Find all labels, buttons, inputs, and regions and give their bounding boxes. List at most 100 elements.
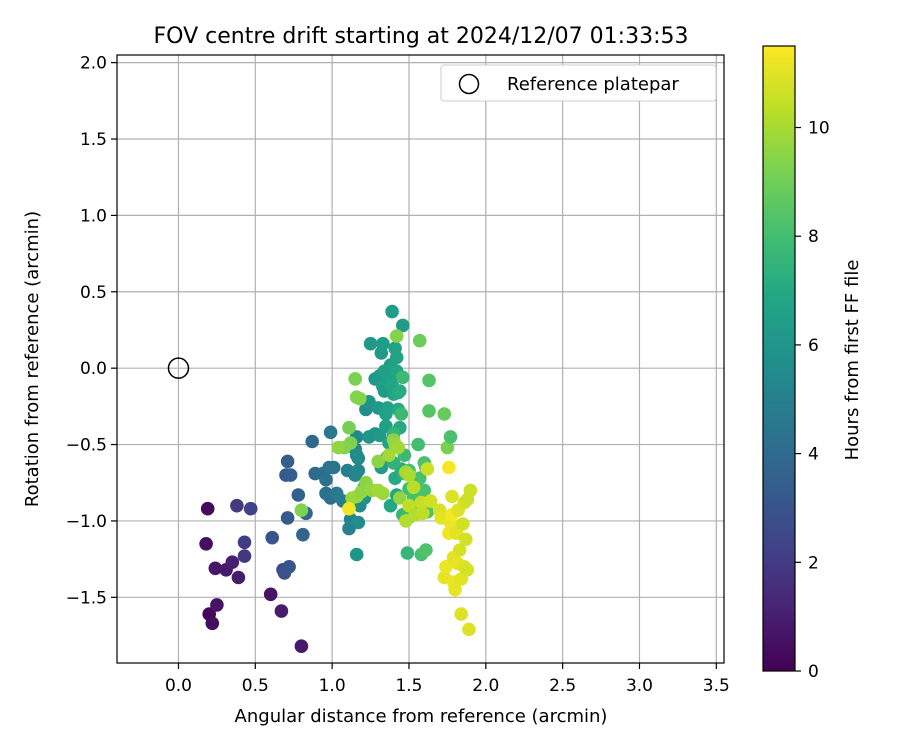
x-tick-label: 0.5 — [242, 676, 269, 696]
scatter-point — [448, 582, 462, 597]
scatter-point — [237, 549, 252, 563]
scatter-point — [231, 570, 246, 585]
scatter-point — [417, 483, 432, 498]
x-tick-label: 1.0 — [319, 676, 346, 696]
scatter-point — [454, 607, 469, 621]
plot-frame — [116, 54, 725, 664]
legend-reference-label: Reference platepar — [507, 74, 679, 95]
scatter-point — [383, 498, 398, 513]
scatter-point — [437, 407, 452, 421]
legend-reference-marker — [458, 73, 480, 95]
x-tick-label: 3.5 — [703, 676, 730, 696]
scatter-point — [420, 462, 435, 476]
scatter-point — [462, 622, 476, 637]
scatter-point — [353, 391, 367, 406]
reference-platepar-marker — [167, 357, 190, 379]
colorbar-tick-label: 6 — [808, 336, 819, 356]
scatter-point — [439, 560, 453, 574]
scatter-point — [376, 336, 390, 351]
scatter-point — [423, 494, 438, 508]
scatter-point — [208, 561, 223, 576]
y-axis-label: Rotation from reference (arcmin) — [22, 211, 43, 507]
scatter-point — [351, 451, 366, 466]
scatter-point — [230, 498, 244, 513]
scatter-point — [291, 488, 306, 502]
scatter-point — [445, 489, 459, 504]
x-axis-ticks: 0.0 0.5 1.0 1.5 2.0 2.5 3.0 3.5 — [165, 663, 730, 696]
x-tick-label: 1.5 — [395, 676, 422, 696]
y-tick-label: 1.0 — [80, 206, 107, 226]
x-tick-label: 3.0 — [626, 676, 653, 696]
scatter-point — [210, 598, 224, 612]
scatter-point — [396, 318, 410, 333]
scatter-point — [348, 372, 363, 386]
legend-box — [440, 64, 717, 102]
scatter-point — [200, 501, 215, 516]
scatter-point — [376, 486, 390, 501]
y-axis-ticks: 2.0 1.5 1.0 0.5 0.0 −0.5 −1.0 −1.5 — [66, 54, 117, 608]
scatter-point — [456, 517, 470, 531]
colorbar: 0 2 4 6 8 10 Hours from first FF file — [762, 45, 863, 682]
scatter-point — [422, 404, 436, 418]
scatter-point — [463, 483, 478, 498]
colorbar-ticks: 0 2 4 6 8 10 — [795, 119, 830, 682]
scatter-point — [263, 587, 278, 602]
scatter-point — [406, 480, 421, 495]
scatter-point — [265, 530, 280, 545]
colorbar-tick-label: 4 — [808, 445, 819, 465]
y-tick-label: −1.0 — [66, 512, 107, 532]
colorbar-tick-label: 8 — [808, 227, 819, 247]
scatter-point — [305, 434, 320, 449]
scatter-point — [351, 463, 366, 478]
colorbar-label: Hours from first FF file — [842, 260, 863, 461]
colorbar-tick-label: 0 — [808, 662, 819, 682]
scatter-point — [283, 468, 298, 482]
y-tick-label: 0.5 — [80, 283, 107, 303]
scatter-point — [391, 440, 406, 455]
colorbar-tick-label: 2 — [808, 553, 819, 573]
x-tick-label: 2.0 — [472, 676, 499, 696]
y-tick-label: −1.5 — [66, 588, 107, 608]
scatter-point — [363, 336, 378, 351]
scatter-point — [294, 503, 309, 517]
scatter-point — [419, 543, 433, 557]
scatter-point — [274, 604, 289, 618]
scatter-point — [199, 537, 213, 551]
scatter-point — [459, 532, 473, 547]
scatter-point — [385, 304, 399, 319]
scatter-point — [382, 448, 396, 463]
chart-title: FOV centre drift starting at 2024/12/07 … — [154, 24, 689, 49]
scatter-point — [411, 437, 426, 452]
scatter-point — [440, 440, 455, 455]
colorbar-gradient — [762, 45, 796, 672]
scatter-point — [351, 515, 366, 530]
scatter-point — [412, 333, 427, 348]
scatter-point — [237, 535, 252, 550]
scatter-points — [199, 304, 478, 653]
scatter-point — [280, 511, 295, 525]
scatter-point — [396, 370, 410, 385]
scatter-point — [393, 491, 407, 505]
y-tick-label: 2.0 — [80, 54, 107, 74]
scatter-point — [460, 563, 475, 577]
scatter-point — [342, 501, 356, 516]
scatter-point — [443, 430, 458, 444]
scatter-point — [380, 401, 395, 415]
x-axis-label: Angular distance from reference (arcmin) — [235, 706, 608, 727]
scatter-point — [394, 407, 409, 421]
scatter-point — [326, 460, 341, 475]
scatter-point — [243, 501, 258, 516]
scatter-point — [442, 460, 456, 475]
scatter-point — [205, 616, 220, 631]
x-tick-label: 0.0 — [165, 676, 192, 696]
scatter-point — [282, 560, 296, 574]
scatter-point — [393, 384, 407, 398]
scatter-point — [280, 454, 295, 469]
legend: Reference platepar — [440, 64, 717, 102]
grid-lines — [117, 55, 724, 663]
scatter-point — [452, 543, 467, 557]
scatter-point — [389, 350, 404, 365]
scatter-point — [416, 506, 430, 521]
scatter-point — [225, 555, 240, 569]
